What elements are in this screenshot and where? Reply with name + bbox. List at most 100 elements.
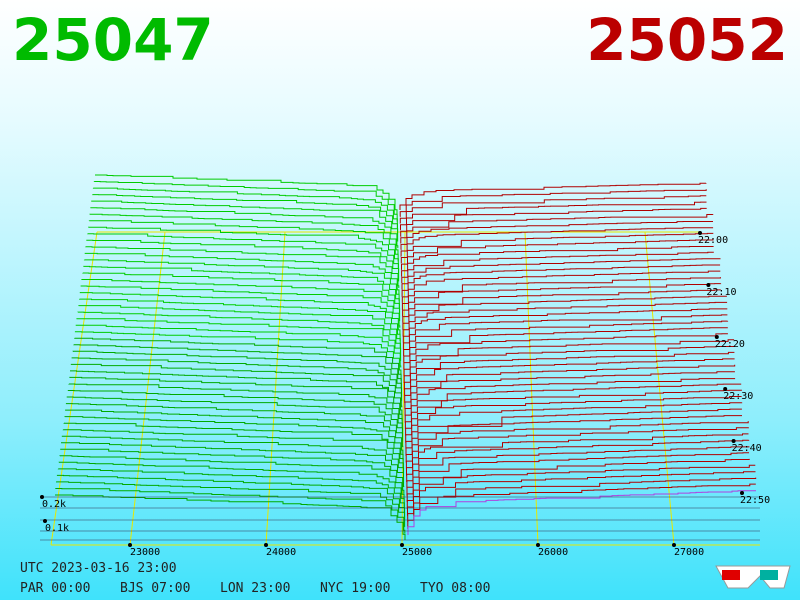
bid-depth-line <box>79 292 401 335</box>
price-tick-label: 26000 <box>538 547 568 558</box>
bid-depth-line <box>95 174 398 215</box>
ask-depth-line <box>402 301 728 337</box>
depth-tick-label: 0.2k <box>42 499 66 510</box>
price-grid-line <box>129 231 166 546</box>
price-tick-dot <box>536 543 540 547</box>
bid-depth-line <box>85 246 400 288</box>
ask-depth-line <box>405 402 743 443</box>
price-tick-label: 23000 <box>130 547 160 558</box>
depth-tick-label: 0.1k <box>45 523 69 534</box>
ask-depth-line <box>401 264 721 297</box>
price-tick-label: 25000 <box>402 547 432 558</box>
bid-depth-line <box>93 181 398 222</box>
price-tick-dot <box>264 543 268 547</box>
bid-depth-line <box>77 311 401 355</box>
bid-depth-line <box>66 396 404 441</box>
price-tick-dot <box>672 543 676 547</box>
ask-depth-line <box>405 396 742 437</box>
time-tick-label: 22:40 <box>732 443 762 454</box>
bid-depth-line <box>92 187 398 229</box>
bid-depth-line <box>59 455 405 501</box>
ask-depth-line <box>405 408 742 450</box>
utc-time: UTC 2023-03-16 23:00 <box>20 561 177 576</box>
bid-depth-line <box>76 318 402 361</box>
bid-depth-line <box>65 409 404 454</box>
bid-depth-line <box>87 233 399 275</box>
ask-depth-line <box>404 378 736 417</box>
ask-depth-line <box>407 483 756 529</box>
bid-depth-line <box>68 383 403 428</box>
ask-depth-line <box>400 201 707 231</box>
price-grid-line <box>265 231 286 546</box>
ask-depth-line <box>399 195 707 224</box>
world-clock: LON 23:00 <box>220 581 290 596</box>
time-tick-dot <box>698 231 702 235</box>
bid-depth-line <box>83 265 400 308</box>
bid-depth-line <box>92 194 398 235</box>
bid-depth-line <box>88 220 399 262</box>
ask-depth-line <box>401 246 714 277</box>
time-tick-dot <box>714 335 719 339</box>
floor-left <box>50 231 98 546</box>
bid-depth-line <box>73 344 402 388</box>
time-tick-label: 22:30 <box>723 391 753 402</box>
ask-depth-line <box>402 314 728 350</box>
ask-depth-line <box>400 232 714 264</box>
bid-depth-line <box>61 442 405 487</box>
ask-depth-line <box>407 477 757 523</box>
ask-depth-line <box>401 258 721 291</box>
bid-depth-line <box>84 252 400 295</box>
bid-price: 25047 <box>12 6 214 74</box>
price-tick-dot <box>400 543 404 547</box>
ask-price: 25052 <box>586 6 788 74</box>
bid-depth-line <box>56 481 406 528</box>
ask-depth-line <box>400 227 714 257</box>
bid-depth-line <box>81 278 401 322</box>
bid-depth-line <box>70 370 403 414</box>
bid-depth-line <box>61 435 405 481</box>
ask-depth-line <box>403 351 735 390</box>
world-clock: BJS 07:00 <box>120 581 190 596</box>
bid-depth-line <box>89 213 399 255</box>
bid-depth-line <box>90 207 399 249</box>
time-tick-label: 22:20 <box>715 339 745 350</box>
ask-depth-line <box>405 421 749 463</box>
ask-depth-line <box>403 345 735 383</box>
ask-depth-line <box>407 471 756 516</box>
ask-depth-line <box>405 415 742 456</box>
ask-depth-line <box>404 389 742 430</box>
ask-depth-line <box>401 270 721 304</box>
bid-depth-line <box>70 363 403 408</box>
bid-depth-line <box>80 285 401 328</box>
ask-depth-line <box>406 452 749 496</box>
bid-depth-line <box>64 416 404 461</box>
time-tick-dot <box>740 491 744 495</box>
bid-depth-line <box>67 390 403 434</box>
bid-depth-line <box>75 324 402 368</box>
ask-depth-line <box>400 207 707 238</box>
price-tick-label: 27000 <box>674 547 704 558</box>
bid-depth-line <box>63 422 404 468</box>
price-grid-line <box>644 231 675 546</box>
ask-depth-line <box>400 221 713 251</box>
ask-depth-line <box>399 182 707 210</box>
depth-tick-dot <box>40 495 44 499</box>
bid-depth-line <box>58 461 405 507</box>
time-tick-label: 22:10 <box>706 287 736 298</box>
ask-depth-line <box>403 333 728 370</box>
world-clock: TYO 08:00 <box>420 581 490 596</box>
price-grid-line <box>524 231 539 546</box>
ask-depth-line <box>405 427 749 470</box>
bid-depth-line <box>55 494 406 540</box>
ask-depth-line <box>402 295 727 330</box>
ask-depth-line <box>404 364 736 403</box>
bid-depth-line <box>65 403 404 448</box>
bid-depth-line <box>60 448 405 494</box>
bid-depth-line <box>72 350 402 395</box>
bid-depth-line <box>79 298 401 342</box>
bid-depth-line <box>88 226 399 269</box>
bid-depth-line <box>69 376 403 421</box>
time-tick-dot <box>723 387 728 391</box>
